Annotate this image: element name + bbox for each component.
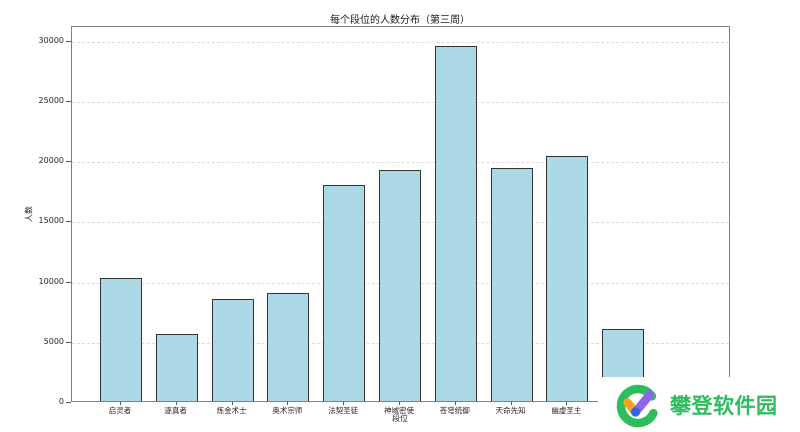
watermark: 攀登软件园 <box>598 377 800 432</box>
y-tick-mark <box>66 100 71 102</box>
x-tick-label: 奥术宗师 <box>272 406 303 415</box>
bar <box>323 185 366 401</box>
bar <box>100 278 142 401</box>
x-tick-mark <box>120 402 121 405</box>
y-tick-label: 20000 <box>38 156 64 165</box>
chart-title: 每个段位的人数分布（第三周） <box>330 15 470 26</box>
y-tick-mark <box>66 402 71 403</box>
watermark-text: 攀登软件园 <box>670 393 778 418</box>
x-tick-label: 神域密使 <box>384 406 414 415</box>
y-tick-label: 10000 <box>38 276 64 286</box>
bar <box>211 298 254 401</box>
y-tick-mark <box>66 341 71 343</box>
bar <box>434 45 477 401</box>
y-tick-mark <box>66 221 71 223</box>
x-tick-mark <box>566 402 568 405</box>
x-tick-mark <box>287 402 289 405</box>
x-tick-label: 苍穹统御 <box>439 406 470 415</box>
bar <box>379 169 421 401</box>
x-tick-mark <box>343 402 345 405</box>
x-tick-label: 幽虚圣主 <box>551 406 582 415</box>
x-tick-mark <box>454 402 456 405</box>
x-axis-label: 段位 <box>392 414 408 423</box>
x-tick-label: 启灵者 <box>108 406 132 415</box>
gridline <box>72 101 729 103</box>
gridline <box>72 41 729 43</box>
x-tick-label: 法契圣徒 <box>328 406 359 415</box>
x-tick-mark <box>175 402 177 405</box>
y-tick-mark <box>66 40 71 42</box>
bar <box>546 155 589 401</box>
y-tick-label: 0 <box>58 397 64 406</box>
bar <box>155 333 198 401</box>
y-tick-mark <box>66 281 71 283</box>
y-tick-label: 30000 <box>38 35 64 45</box>
x-tick-mark <box>510 402 512 405</box>
gridline <box>72 162 729 163</box>
y-tick-label: 15000 <box>38 216 64 226</box>
plot-area <box>71 26 730 402</box>
bar <box>267 292 310 401</box>
y-tick-label: 25000 <box>38 95 64 105</box>
y-tick-mark <box>66 161 71 162</box>
y-tick-label: 5000 <box>43 336 64 346</box>
x-tick-label: 天命先知 <box>495 406 526 415</box>
x-tick-label: 炼金术士 <box>216 406 247 415</box>
x-tick-mark <box>399 402 400 405</box>
x-tick-label: 逐真者 <box>164 406 188 415</box>
bar <box>490 168 533 401</box>
watermark-logo-icon <box>616 384 658 427</box>
x-tick-mark <box>231 402 233 405</box>
